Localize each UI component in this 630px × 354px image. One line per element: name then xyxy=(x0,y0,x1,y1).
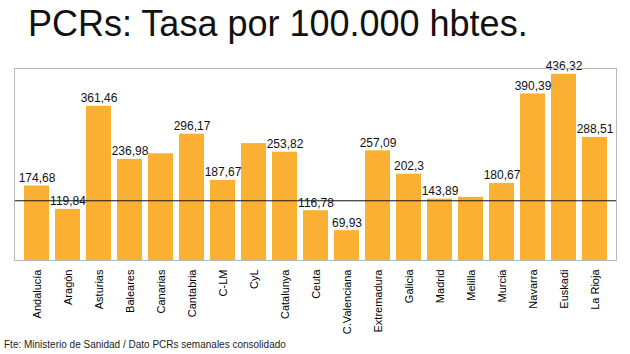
svg-text:C.Valenciana: C.Valenciana xyxy=(341,269,353,334)
svg-text:Galicia: Galicia xyxy=(403,269,415,304)
svg-text:Madrid: Madrid xyxy=(434,270,446,304)
svg-text:296,17: 296,17 xyxy=(174,119,211,133)
svg-text:Ceuta: Ceuta xyxy=(310,269,322,299)
svg-text:Baleares: Baleares xyxy=(124,269,136,313)
svg-text:C-LM: C-LM xyxy=(217,270,229,297)
svg-text:288,51: 288,51 xyxy=(577,122,614,136)
svg-text:CyL: CyL xyxy=(248,270,260,290)
svg-text:La Rioja: La Rioja xyxy=(589,269,601,310)
svg-text:Catalunya: Catalunya xyxy=(279,269,291,319)
html-text:Fte: Ministerio de Sanidad / D: Fte: Ministerio de Sanidad / Dato PCRs s… xyxy=(4,339,286,350)
svg-text:257,09: 257,09 xyxy=(360,136,397,150)
svg-text:119,84: 119,84 xyxy=(50,194,86,208)
svg-text:180,67: 180,67 xyxy=(484,168,521,182)
svg-text:Cantabria: Cantabria xyxy=(186,269,198,318)
svg-text:174,68: 174,68 xyxy=(19,171,56,185)
svg-text:390,39: 390,39 xyxy=(515,79,552,93)
svg-text:Andalucía: Andalucía xyxy=(31,269,43,319)
svg-text:Aragón: Aragón xyxy=(62,270,74,305)
html-text:PCRs: Tasa por 100.000 hbtes.: PCRs: Tasa por 100.000 hbtes. xyxy=(28,3,528,44)
svg-text:69,93: 69,93 xyxy=(332,216,362,230)
svg-text:253,82: 253,82 xyxy=(267,137,304,151)
svg-text:143,89: 143,89 xyxy=(422,184,459,198)
svg-text:187,67: 187,67 xyxy=(205,165,242,179)
svg-text:Murcia: Murcia xyxy=(496,269,508,303)
svg-text:116,78: 116,78 xyxy=(298,196,334,210)
svg-text:202,3: 202,3 xyxy=(394,159,424,173)
svg-text:Euskadi: Euskadi xyxy=(558,270,570,309)
svg-text:436,32: 436,32 xyxy=(546,59,583,73)
svg-text:236,98: 236,98 xyxy=(112,144,149,158)
svg-text:361,46: 361,46 xyxy=(81,91,118,105)
svg-text:Navarra: Navarra xyxy=(527,269,539,309)
svg-text:Melilla: Melilla xyxy=(465,269,477,301)
svg-text:Extremadura: Extremadura xyxy=(372,269,384,333)
svg-text:Asturias: Asturias xyxy=(93,269,105,309)
svg-text:Canarias: Canarias xyxy=(155,269,167,314)
